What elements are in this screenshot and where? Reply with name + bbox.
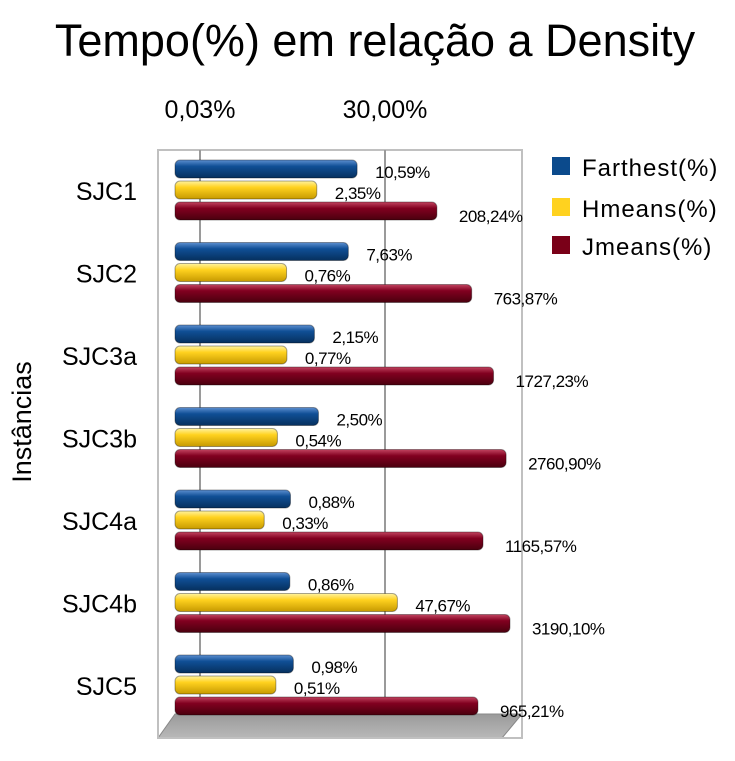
category-label: SJC5 (76, 673, 137, 701)
data-label: 1727,23% (516, 372, 589, 391)
bar-hmeans-sjc2 (174, 263, 288, 282)
data-label: 208,24% (459, 207, 523, 226)
category-label: SJC1 (76, 178, 137, 206)
x-tick-label: 30,00% (343, 96, 428, 124)
bar-hmeans-sjc4b (174, 593, 398, 612)
plot-frame (157, 149, 523, 739)
bar-farthest-sjc4a (174, 489, 291, 509)
data-label: 0,77% (305, 349, 351, 368)
data-label: 965,21% (500, 702, 564, 721)
data-label: 2760,90% (528, 455, 601, 474)
legend-swatch-farthest (552, 157, 570, 175)
bar-farthest-sjc2 (174, 242, 349, 261)
bar-farthest-sjc5 (174, 654, 294, 674)
bar-farthest-sjc1 (174, 159, 358, 179)
data-label: 0,86% (308, 576, 354, 595)
bar-jmeans-sjc3b (174, 449, 507, 468)
x-tick-label: 0,03% (165, 96, 236, 124)
bar-hmeans-sjc5 (174, 675, 277, 695)
legend: Farthest(%) Hmeans(%) Jmeans(%) (552, 155, 718, 261)
chart-title: Tempo(%) em relação a Density (55, 15, 696, 66)
y-axis-label: Instâncias (7, 361, 37, 483)
bar-jmeans-sjc4b (174, 614, 511, 633)
data-label: 0,33% (282, 514, 328, 533)
category-label: SJC4b (62, 591, 137, 619)
data-label: 2,15% (332, 328, 378, 347)
data-label: 0,51% (294, 679, 340, 698)
data-label: 2,35% (335, 184, 381, 203)
data-label: 0,54% (295, 432, 341, 451)
bar-farthest-sjc3a (174, 324, 315, 344)
data-label: 1165,57% (505, 537, 577, 556)
bars-layer: SJC1 10,59% 2,35% 208,24% SJC2 7,63% 0,76% 763,… (62, 159, 605, 721)
data-label: 7,63% (366, 246, 412, 265)
category-label: SJC3b (62, 426, 137, 454)
bar-farthest-sjc3b (174, 407, 319, 426)
data-label: 0,88% (308, 493, 354, 512)
data-label: 2,50% (336, 411, 382, 430)
data-label: 3190,10% (532, 620, 605, 639)
legend-label-farthest: Farthest(%) (582, 155, 718, 182)
data-label: 10,59% (375, 163, 430, 182)
legend-label-jmeans: Jmeans(%) (582, 234, 712, 261)
plot-floor (157, 713, 524, 739)
category-label: SJC4a (62, 508, 137, 536)
bar-hmeans-sjc4a (174, 510, 265, 530)
legend-label-hmeans: Hmeans(%) (582, 196, 718, 223)
data-label: 0,76% (305, 267, 351, 286)
data-label: 0,98% (311, 658, 357, 677)
category-label: SJC3a (62, 343, 137, 371)
bar-hmeans-sjc3a (174, 345, 288, 365)
data-label: 47,67% (415, 597, 470, 616)
bar-hmeans-sjc1 (174, 180, 318, 200)
bar-farthest-sjc4b (174, 572, 291, 591)
bar-jmeans-sjc1 (174, 201, 438, 221)
legend-swatch-hmeans (552, 198, 570, 216)
bar-jmeans-sjc5 (174, 696, 479, 716)
bar-jmeans-sjc2 (174, 284, 473, 303)
bar-jmeans-sjc3a (174, 366, 495, 386)
legend-swatch-jmeans (552, 236, 570, 254)
data-label: 763,87% (494, 290, 558, 309)
bar-jmeans-sjc4a (174, 531, 484, 551)
category-label: SJC2 (76, 261, 137, 289)
bar-hmeans-sjc3b (174, 428, 278, 447)
